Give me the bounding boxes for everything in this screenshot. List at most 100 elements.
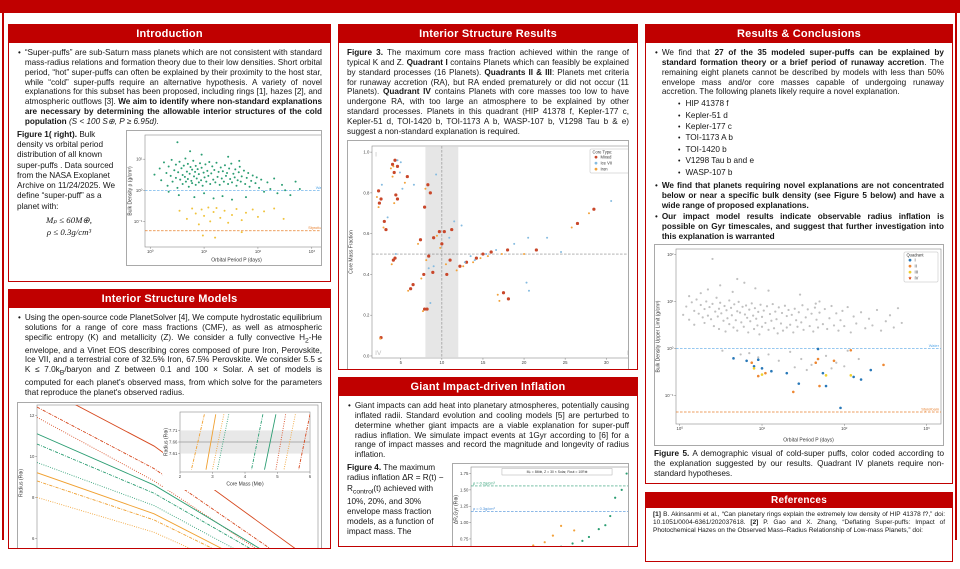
svg-text:0.0: 0.0 — [363, 353, 370, 358]
svg-text:30: 30 — [604, 360, 609, 365]
svg-text:Mₚ = 8M⊕, Z = 30 × Solar, Rout: Mₚ = 8M⊕, Z = 30 × Solar, Rout = 10R⊕ — [527, 470, 588, 474]
poster-frame-right — [955, 13, 957, 540]
introduction-title: Introduction — [9, 25, 330, 43]
svg-text:Mixed: Mixed — [601, 154, 613, 159]
planet-item: TOI-1173 A b — [678, 133, 944, 143]
svg-text:10¹: 10¹ — [136, 156, 143, 161]
svg-text:15: 15 — [481, 360, 486, 365]
poster-frame-left — [2, 13, 4, 540]
svg-text:Orbital Period P (days): Orbital Period P (days) — [783, 438, 834, 444]
svg-text:ρ = 0.3g/cm³: ρ = 0.3g/cm³ — [473, 506, 495, 511]
svg-text:Radius (R⊕): Radius (R⊕) — [19, 468, 25, 496]
svg-text:ΔR₁Gyr (R⊕): ΔR₁Gyr (R⊕) — [454, 495, 460, 525]
figure1-row: Figure 1( right). Bulk density vs orbita… — [17, 130, 322, 266]
svg-text:4: 4 — [244, 474, 247, 479]
svg-text:IV: IV — [915, 276, 919, 281]
results-bullet-3: Our impact model results indicate observ… — [654, 212, 944, 242]
svg-text:IV: IV — [375, 349, 382, 356]
giant-impact-body: Giant impacts can add heat into planetar… — [339, 396, 637, 547]
svg-text:Bulk Density Upper Limit (g/cm: Bulk Density Upper Limit (g/cm³) — [656, 300, 662, 372]
svg-text:8: 8 — [32, 495, 35, 500]
svg-text:10³: 10³ — [923, 426, 930, 431]
giant-impact-paragraph: Giant impacts can add heat into planetar… — [347, 401, 629, 460]
svg-text:Radius (R⊕): Radius (R⊕) — [164, 427, 170, 455]
svg-text:0.6: 0.6 — [363, 231, 370, 236]
planet-item: Kepler-51 d — [678, 111, 944, 121]
svg-text:10¹: 10¹ — [201, 249, 208, 254]
poster: { "colors":{"accent":"#c00000","water":"… — [0, 0, 960, 540]
svg-text:1.0: 1.0 — [363, 149, 370, 154]
svg-text:10⁻¹: 10⁻¹ — [665, 393, 674, 398]
svg-text:10⁻¹: 10⁻¹ — [134, 219, 143, 224]
svg-text:10²: 10² — [667, 252, 674, 257]
svg-text:5: 5 — [400, 360, 403, 365]
svg-text:10⁰: 10⁰ — [677, 426, 684, 431]
svg-text:Core Mass Fraction: Core Mass Fraction — [349, 230, 355, 274]
figure4-caption: Figure 4. The maximum radius inflation Δ… — [347, 463, 447, 547]
svg-text:10⁰: 10⁰ — [667, 346, 674, 351]
svg-text:III: III — [915, 270, 918, 275]
planet-item: V1298 Tau b and e — [678, 156, 944, 166]
svg-text:III: III — [627, 349, 629, 356]
svg-text:10¹: 10¹ — [759, 426, 766, 431]
interior-results-title: Interior Structure Results — [339, 25, 637, 43]
figure1-frame: Water Styrofoam 10⁰ 10¹ 10² 10³ 10¹ 10⁰ 10⁻¹ Orbi… — [126, 130, 322, 266]
results-bullet-2: We find that planets requiring novel exp… — [654, 181, 944, 211]
svg-text:3: 3 — [211, 474, 214, 479]
planet-item: HIP 41378 f — [678, 99, 944, 109]
interior-results-body: Figure 3. The maximum core mass fraction… — [339, 43, 637, 370]
svg-text:20: 20 — [522, 360, 527, 365]
svg-text:1.75: 1.75 — [460, 471, 469, 476]
svg-text:6: 6 — [309, 474, 312, 479]
svg-text:II: II — [915, 264, 917, 269]
svg-text:0.8: 0.8 — [363, 190, 370, 195]
svg-text:10²: 10² — [255, 249, 262, 254]
svg-text:Styrofoam: Styrofoam — [308, 225, 322, 230]
svg-text:10⁰: 10⁰ — [147, 249, 154, 254]
giant-impact-section: Giant Impact-driven Inflation Giant impa… — [338, 377, 638, 547]
right-column: Results & Conclusions We find that 27 of… — [645, 24, 953, 569]
interior-models-section: Interior Structure Models Using the open… — [8, 289, 331, 549]
figure4-row: Figure 4. The maximum radius inflation Δ… — [347, 463, 629, 547]
references-title: References — [646, 493, 952, 508]
svg-text:7.66: 7.66 — [169, 439, 178, 444]
svg-text:0.75: 0.75 — [460, 536, 469, 541]
svg-text:I: I — [915, 258, 916, 263]
svg-text:10: 10 — [30, 454, 35, 459]
introduction-section: Introduction “Super-puffs” are sub-Satur… — [8, 24, 331, 282]
introduction-body: “Super-puffs” are sub-Saturn mass planet… — [9, 43, 330, 270]
results-section: Results & Conclusions We find that 27 of… — [645, 24, 953, 484]
introduction-paragraph: “Super-puffs” are sub-Saturn mass planet… — [17, 48, 322, 127]
svg-text:Water: Water — [316, 185, 322, 190]
svg-text:7.71: 7.71 — [169, 428, 178, 433]
giant-impact-title: Giant Impact-driven Inflation — [339, 378, 637, 396]
svg-text:Iron: Iron — [601, 166, 609, 171]
figure5-caption: Figure 5. A demographic visual of cold-s… — [654, 449, 944, 479]
interior-models-paragraph: Using the open-source code PlanetSolver … — [17, 313, 322, 398]
super-puff-definition: Mₚ ≤ 60M⊕, ρ ≤ 0.3g/cm³ — [17, 215, 121, 239]
references-body: [1] B. Akinsanmi et al., “Can planetary … — [646, 508, 952, 538]
references-section: References [1] B. Akinsanmi et al., “Can… — [645, 492, 953, 562]
svg-text:1.50: 1.50 — [460, 487, 469, 492]
svg-text:ρ = 0.2g/cm³: ρ = 0.2g/cm³ — [473, 481, 495, 486]
svg-text:10⁰: 10⁰ — [136, 188, 143, 193]
figure3-caption: Figure 3. The maximum core mass fraction… — [347, 48, 629, 137]
interior-models-title: Interior Structure Models — [9, 290, 330, 308]
svg-text:Core Mass (M⊕): Core Mass (M⊕) — [226, 481, 264, 487]
svg-text:Styrofoam: Styrofoam — [921, 406, 939, 411]
svg-text:1.00: 1.00 — [460, 520, 469, 525]
svg-text:10³: 10³ — [309, 249, 316, 254]
svg-text:7.61: 7.61 — [169, 451, 178, 456]
svg-text:10¹: 10¹ — [667, 299, 674, 304]
svg-text:0.4: 0.4 — [363, 272, 370, 277]
svg-text:Orbital Period P (days): Orbital Period P (days) — [211, 257, 262, 263]
svg-text:0.2: 0.2 — [363, 312, 370, 317]
left-column: Introduction “Super-puffs” are sub-Satur… — [8, 24, 331, 556]
svg-text:10: 10 — [439, 360, 444, 365]
